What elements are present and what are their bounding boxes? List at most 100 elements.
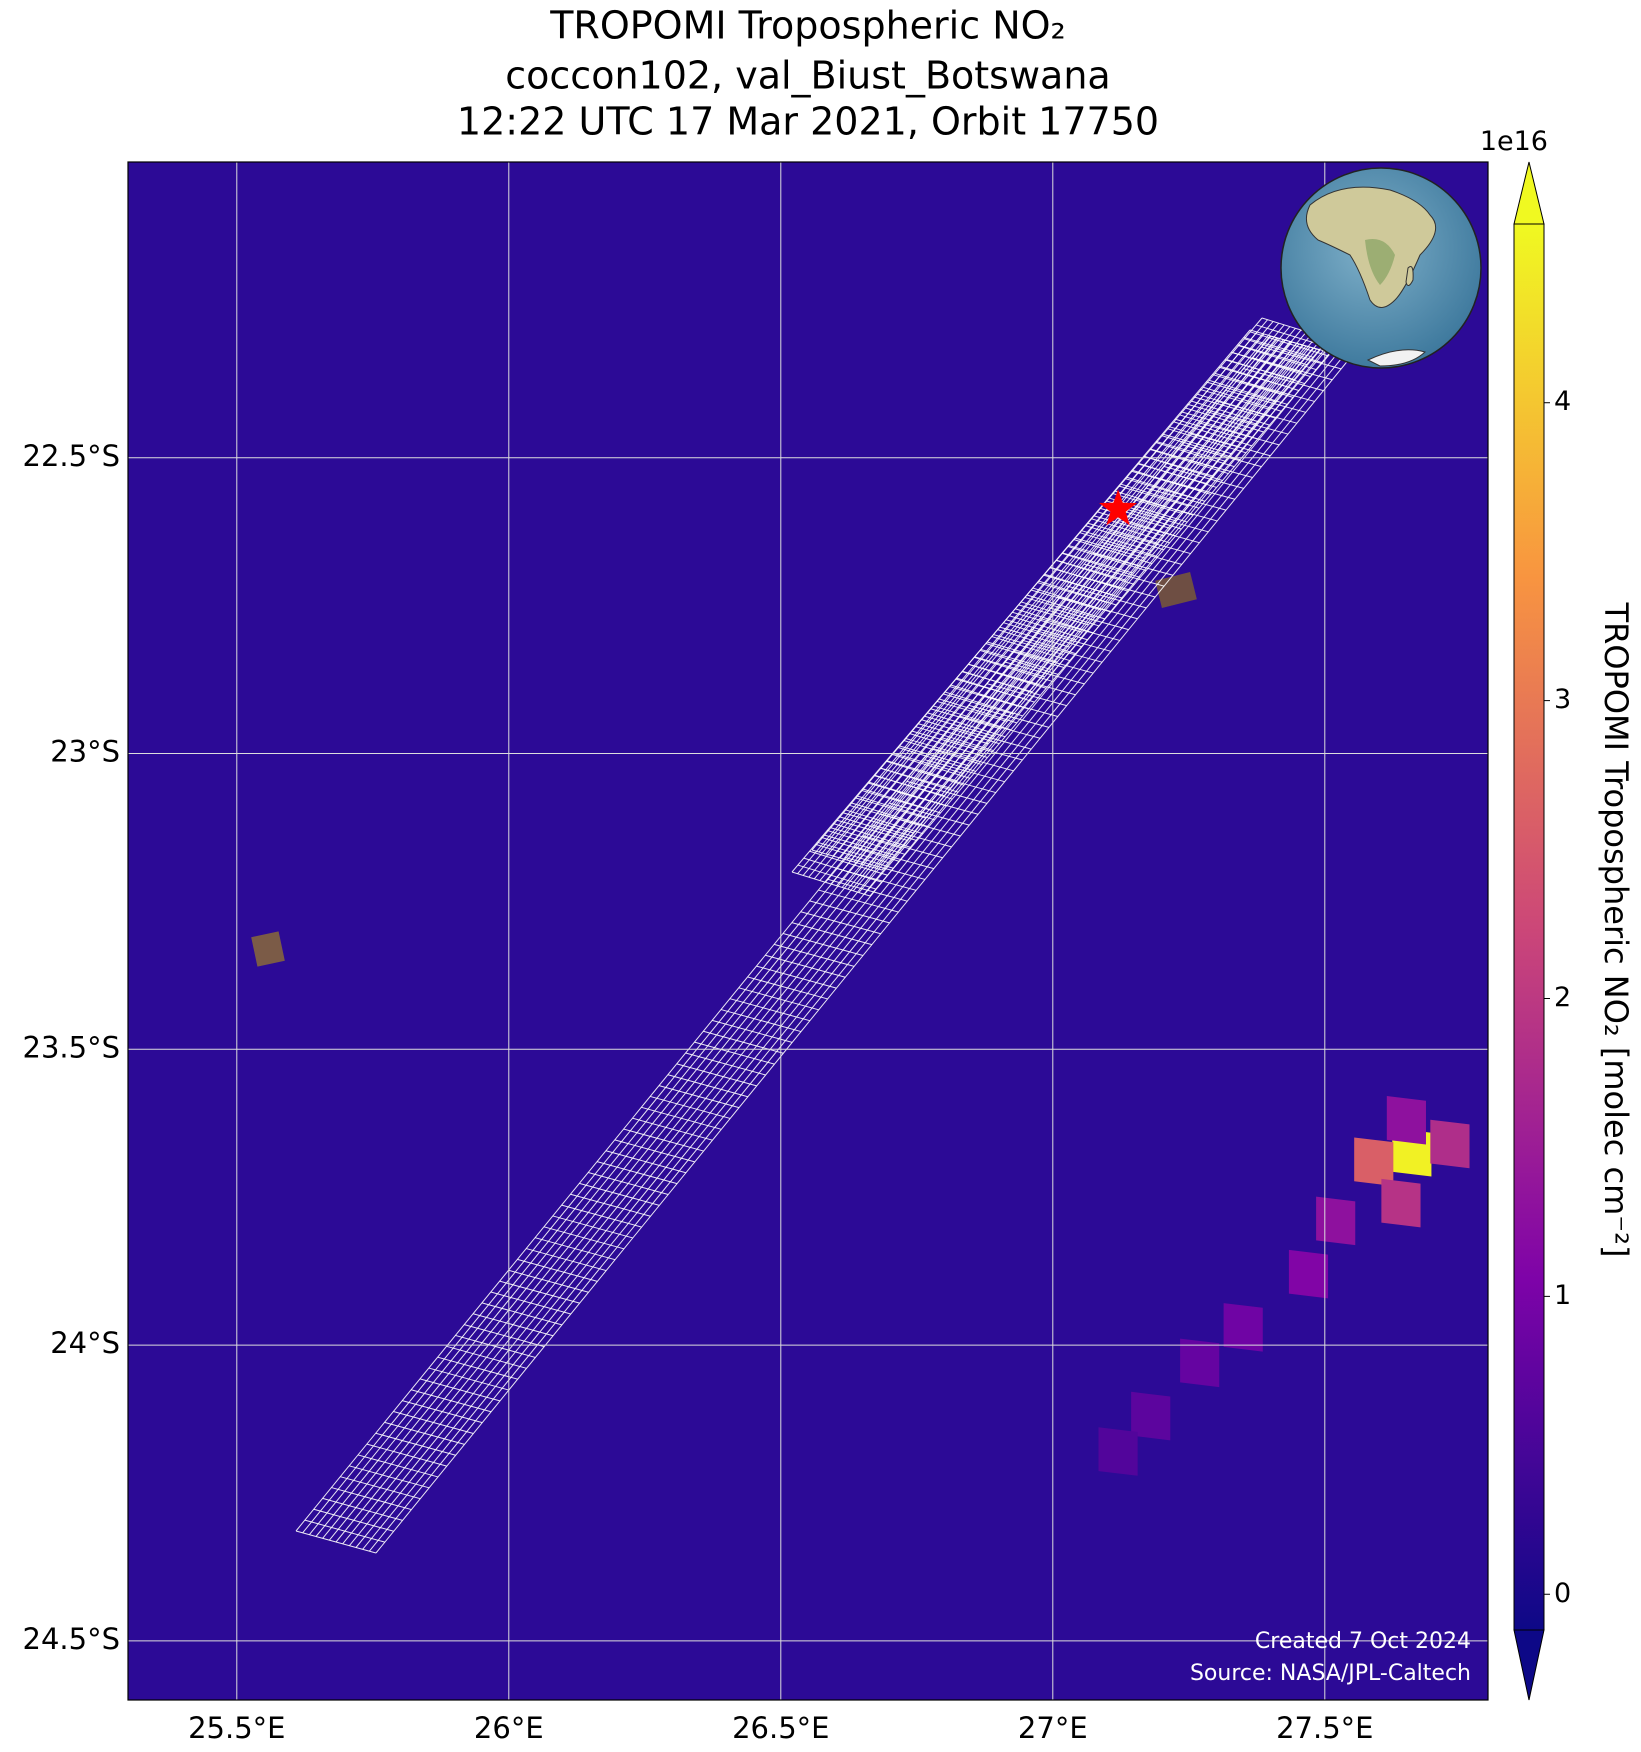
footprint-line [322,1497,403,1521]
footprint-line [765,954,846,978]
no2-pixel [1354,1137,1394,1186]
footprint-line [811,849,883,871]
footprint-line [1212,374,1283,396]
colorbar-tick-label: 1 [1554,1280,1571,1311]
no2-pixel [1288,1249,1329,1299]
footprint-line [849,804,920,826]
footprint-line [1168,426,1239,448]
footprint-line [579,1182,660,1206]
footprint-line [1190,433,1271,457]
footprint-line [1080,530,1152,552]
footprint-line [924,759,1005,783]
footprint-line [543,1226,625,1250]
footprint-line [570,1193,651,1217]
footprint-line [911,730,983,752]
title-line: coccon102, val_Biust_Botswana [505,54,1110,98]
footprint-line [832,823,912,849]
footprint-line [991,636,1070,662]
footprint-line [596,1161,678,1185]
footprint-line [791,922,872,946]
footprint-line [632,1117,713,1141]
y-tick-label: 24.5°S [23,1622,120,1656]
y-tick-label: 23°S [50,735,120,769]
no2-pixel [1430,1119,1470,1169]
footprint-line [650,1095,731,1119]
footprint-line [885,760,965,786]
footprint-line [1244,338,1323,364]
footprint-line [843,812,914,834]
footprint-line [980,648,1052,670]
footprint-line [1218,366,1289,388]
footprint-line [667,1074,749,1098]
footprint-line [921,719,1000,745]
footprint-line [1018,604,1089,626]
footprint-line [1101,541,1182,565]
footprint-line [886,760,958,782]
footprint-line [1143,455,1214,477]
footprint-line [1181,411,1252,433]
colorbar-tick-label: 3 [1554,684,1571,715]
y-tick-label: 23.5°S [23,1030,120,1064]
no2-pixel [1316,1196,1356,1246]
footprint-line [508,1269,589,1293]
footprint-line [375,1432,456,1456]
footprint-line [1250,331,1329,357]
no2-pixel [1386,1096,1426,1145]
footprint-line [641,1106,722,1130]
footprint-line [1124,478,1195,500]
footprint-line [1193,396,1264,418]
footprint-line [694,1041,775,1065]
inset-globe [1280,167,1482,369]
footprint-line [1162,433,1233,455]
footprint-line [357,1454,439,1478]
footprint-line [861,790,933,812]
footprint-line [985,642,1065,668]
footprint-line [1043,574,1114,596]
footprint-line [1231,351,1302,373]
footprint-line [937,700,1008,722]
footprint-line [561,1204,642,1228]
footprint-line [623,1128,704,1152]
footprint-line [1024,596,1095,618]
footprint-line [1252,357,1333,381]
footprint-line [974,656,1045,678]
no2-pixel [1098,1427,1138,1476]
footprint-line [782,933,864,956]
footprint-line [891,753,971,779]
footprint-line [818,889,899,913]
y-tick-label: 24°S [50,1326,120,1360]
footprint-line [926,712,1006,738]
footprint-line [712,1019,793,1043]
footprint-line [472,1313,554,1337]
footprint-line [856,795,935,821]
footprint-line [1187,403,1258,425]
footprint-line [1026,594,1106,620]
footprint-line [1174,418,1246,440]
footprint-line [955,678,1027,700]
footprint-line [1062,552,1133,574]
footprint-line [1030,589,1102,611]
footprint-line [821,836,900,862]
footprint-line [605,1150,687,1174]
footprint-line [614,1139,695,1163]
footprint-line [915,726,994,752]
y-tick-label: 22.5°S [23,439,120,473]
footprint-line [738,987,819,1011]
footprint-line [304,1519,385,1543]
footprint-line [1021,639,1103,663]
footprint-line [481,1302,563,1326]
footprint-line [428,1367,509,1391]
colorbar-label: TROPOMI Tropospheric NO₂ [molec cm⁻²] [1597,602,1635,1258]
footprint-line [676,1063,757,1087]
brown-pixel [1155,572,1197,608]
footprint-line [905,738,976,760]
footprint-line [331,1487,412,1511]
footprint-line [827,829,906,855]
footprint-line [526,1248,607,1272]
footprint-line [797,864,877,890]
footprint-line [729,998,811,1022]
footprint-line [499,1280,580,1304]
no2-pixel [1223,1303,1263,1352]
colorbar-tick-label: 2 [1554,982,1571,1013]
